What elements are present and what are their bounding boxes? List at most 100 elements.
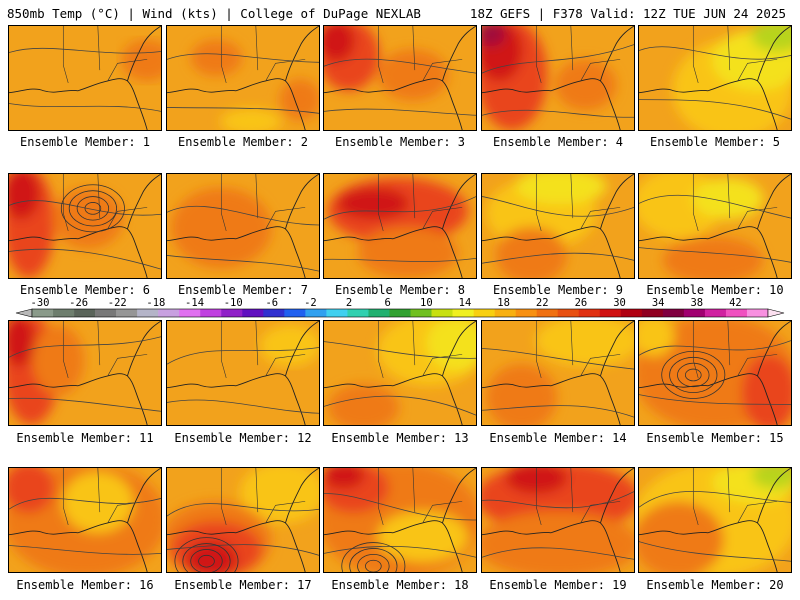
ensemble-map-panel-14 bbox=[481, 320, 635, 426]
colorbar-swatch bbox=[473, 309, 495, 317]
temp-region-hot bbox=[741, 354, 791, 425]
ensemble-map-panel-3 bbox=[323, 25, 477, 131]
colorbar-swatch bbox=[389, 309, 411, 317]
colorbar-tick-label: -22 bbox=[108, 297, 127, 309]
closed-contour bbox=[174, 537, 239, 572]
colorbar-swatch bbox=[158, 309, 180, 317]
temp-region-very_hot bbox=[324, 468, 365, 489]
colorbar-tick-label: 42 bbox=[729, 297, 742, 309]
ensemble-member-label-2: Ensemble Member: 2 bbox=[177, 135, 309, 149]
temperature-field bbox=[324, 321, 476, 425]
colorbar-left-arrow bbox=[15, 308, 33, 318]
coastline bbox=[324, 26, 476, 130]
temperature-field bbox=[639, 468, 791, 572]
height-contours bbox=[639, 46, 791, 120]
state-borders bbox=[535, 174, 621, 231]
temp-region-very_hot bbox=[324, 26, 355, 62]
state-borders bbox=[535, 468, 621, 525]
ensemble-member-label-3: Ensemble Member: 3 bbox=[334, 135, 466, 149]
colorbar-tick-label: -30 bbox=[31, 297, 50, 309]
ensemble-map-panel-10 bbox=[638, 173, 792, 279]
state-borders bbox=[692, 26, 778, 83]
colorbar-tick-label: 14 bbox=[459, 297, 472, 309]
colorbar-swatch bbox=[620, 309, 643, 317]
colorbar-swatch bbox=[704, 309, 727, 317]
height-contours bbox=[324, 196, 476, 262]
colorbar-swatch bbox=[452, 309, 474, 317]
height-contours bbox=[482, 348, 634, 418]
ensemble-member-label-10: Ensemble Member: 10 bbox=[646, 283, 784, 297]
ensemble-map-panel-6 bbox=[8, 173, 162, 279]
colorbar-swatch bbox=[242, 309, 264, 317]
colorbar-swatch bbox=[746, 309, 769, 317]
colorbar-swatch bbox=[410, 309, 432, 317]
header-valid-time: 18Z GEFS | F378 Valid: 12Z TUE JUN 24 20… bbox=[469, 6, 786, 21]
state-borders bbox=[220, 468, 306, 525]
state-borders bbox=[692, 468, 778, 525]
temp-region-warm bbox=[555, 59, 617, 111]
colorbar-swatch bbox=[95, 309, 117, 317]
height-contours bbox=[167, 53, 319, 114]
temp-region-warm bbox=[279, 78, 319, 121]
colorbar-tick-label: 34 bbox=[652, 297, 665, 309]
temperature-field bbox=[639, 26, 791, 130]
temp-region-warm bbox=[357, 226, 459, 278]
colorbar-tick-label: -18 bbox=[146, 297, 165, 309]
temp-region-yellow bbox=[515, 174, 607, 205]
height-contours bbox=[9, 200, 161, 270]
colorbar-swatch bbox=[200, 309, 222, 317]
colorbar-swatch bbox=[347, 309, 369, 317]
colorbar-tick-label: -6 bbox=[265, 297, 278, 309]
colorbar-tick-label: -2 bbox=[304, 297, 317, 309]
closed-contour bbox=[341, 542, 406, 572]
state-borders bbox=[62, 321, 148, 378]
ensemble-member-label-5: Ensemble Member: 5 bbox=[649, 135, 781, 149]
ensemble-map-panel-11 bbox=[8, 320, 162, 426]
state-borders bbox=[220, 174, 306, 231]
height-contours bbox=[9, 498, 161, 555]
height-contours bbox=[167, 205, 319, 272]
temp-region-warm bbox=[662, 236, 764, 278]
temperature-field bbox=[9, 468, 161, 572]
temp-region-very_hot bbox=[9, 174, 40, 220]
temp-region-very_hot bbox=[337, 187, 409, 220]
ensemble-map-panel-16 bbox=[8, 467, 162, 573]
temp-region-green bbox=[751, 26, 791, 52]
colorbar-tick-label: -26 bbox=[69, 297, 88, 309]
temp-region-cool bbox=[535, 321, 634, 367]
colorbar-swatch bbox=[683, 309, 706, 317]
ensemble-map-panel-13 bbox=[323, 320, 477, 426]
temp-region-cool bbox=[639, 321, 675, 357]
temperature-field bbox=[639, 321, 791, 425]
temperature-field bbox=[639, 174, 791, 278]
closed-contour bbox=[349, 548, 398, 572]
height-contours bbox=[639, 340, 791, 405]
temperature-field bbox=[167, 468, 319, 572]
colorbar-tick-label: 22 bbox=[536, 297, 549, 309]
state-borders bbox=[62, 26, 148, 83]
coastline bbox=[639, 26, 791, 130]
colorbar-swatch bbox=[494, 309, 516, 317]
ensemble-member-label-6: Ensemble Member: 6 bbox=[19, 283, 151, 297]
ensemble-map-panel-1 bbox=[8, 25, 162, 131]
ensemble-map-panel-17 bbox=[166, 467, 320, 573]
coastline bbox=[639, 468, 791, 572]
ensemble-map-panel-5 bbox=[638, 25, 792, 131]
temperature-colorbar: -30 -26 -22 -18 -14 -10 -6 -2 2 6 10 14 18 22 26 30 34 38… bbox=[15, 297, 785, 318]
temp-region-warm bbox=[327, 383, 400, 425]
closed-contour bbox=[661, 351, 726, 399]
temp-region-warm bbox=[32, 324, 85, 396]
temp-region-warm bbox=[190, 39, 243, 77]
height-contours bbox=[639, 491, 791, 562]
state-borders bbox=[692, 174, 778, 231]
ensemble-member-label-19: Ensemble Member: 19 bbox=[489, 578, 627, 592]
temp-region-cool bbox=[377, 511, 469, 563]
state-borders bbox=[377, 468, 463, 525]
ensemble-member-label-16: Ensemble Member: 16 bbox=[16, 578, 154, 592]
colorbar-tick-label: 18 bbox=[497, 297, 510, 309]
temperature-field bbox=[482, 468, 634, 572]
ensemble-member-label-14: Ensemble Member: 14 bbox=[489, 431, 627, 445]
colorbar-swatch bbox=[263, 309, 285, 317]
temp-region-hot bbox=[9, 468, 55, 514]
height-contours bbox=[324, 493, 476, 558]
